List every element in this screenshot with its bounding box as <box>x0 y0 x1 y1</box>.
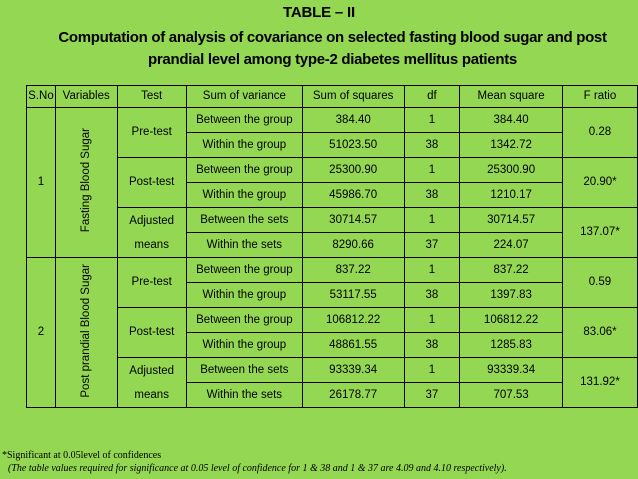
source-cell: Within the group <box>185 182 303 208</box>
table-row: Within the sets 26178.77 37 707.53 <box>27 382 638 408</box>
ss-cell: 53117.55 <box>301 282 405 308</box>
ms-cell: 837.22 <box>459 257 563 283</box>
table-row: Within the group 45986.70 38 1210.17 <box>27 182 638 208</box>
ms-cell: 25300.90 <box>459 157 563 183</box>
df-cell: 1 <box>403 357 461 383</box>
header-sum-of-variance: Sum of variance <box>185 85 303 108</box>
table-subtitle: Computation of analysis of covariance on… <box>58 29 607 68</box>
ms-cell: 93339.34 <box>459 357 563 383</box>
df-cell: 1 <box>403 307 461 333</box>
sno-cell: 2 <box>26 257 56 408</box>
test-cell: Adjusted means <box>116 357 187 408</box>
header-df: df <box>403 85 461 108</box>
header-sno: S.No <box>26 85 56 108</box>
source-cell: Within the group <box>185 332 303 358</box>
ms-cell: 1210.17 <box>459 182 563 208</box>
df-cell: 1 <box>403 207 461 233</box>
header-row: S.No Variables Test Sum of variance Sum … <box>26 85 638 108</box>
test-label-line2: means <box>134 388 169 401</box>
ms-cell: 707.53 <box>459 382 563 408</box>
table-row: 1 Fasting Blood Sugar Pre-test Between t… <box>26 107 638 258</box>
source-cell: Between the sets <box>185 207 303 233</box>
source-cell: Within the sets <box>185 382 303 408</box>
ss-cell: 837.22 <box>301 257 405 283</box>
f-ratio-cell: 0.59 <box>561 257 638 308</box>
df-cell: 38 <box>403 132 461 158</box>
source-cell: Within the sets <box>185 232 303 258</box>
test-cell: Post-test <box>116 307 187 358</box>
df-cell: 1 <box>403 257 461 283</box>
df-cell: 38 <box>403 332 461 358</box>
source-cell: Within the group <box>185 132 303 158</box>
ancova-table: S.No Variables Test Sum of variance Sum … <box>26 85 638 408</box>
test-cell: Pre-test <box>116 107 187 158</box>
variable-label: Fasting Blood Sugar <box>79 128 92 233</box>
source-cell: Between the group <box>185 107 303 133</box>
f-ratio-cell: 83.06* <box>561 307 638 358</box>
df-cell: 1 <box>403 107 461 133</box>
table-row: Adjusted means Between the sets 93339.34… <box>27 357 638 408</box>
header-test: Test <box>116 85 187 108</box>
ss-cell: 106812.22 <box>301 307 405 333</box>
source-cell: Between the group <box>185 307 303 333</box>
test-label-line1: Adjusted <box>129 364 175 377</box>
table-title: TABLE – II <box>283 4 355 21</box>
ms-cell: 1342.72 <box>459 132 563 158</box>
test-cell: Adjusted means <box>116 207 187 258</box>
source-cell: Within the group <box>185 282 303 308</box>
variable-cell: Post prandial Blood Sugar <box>54 257 118 408</box>
ss-cell: 48861.55 <box>301 332 405 358</box>
ms-cell: 30714.57 <box>459 207 563 233</box>
f-ratio-cell: 20.90* <box>561 157 638 208</box>
df-cell: 37 <box>403 232 461 258</box>
table-row: 2 Post prandial Blood Sugar Pre-test Bet… <box>26 257 638 408</box>
ms-cell: 1397.83 <box>459 282 563 308</box>
ss-cell: 26178.77 <box>301 382 405 408</box>
df-cell: 1 <box>403 157 461 183</box>
table-row: Within the sets 8290.66 37 224.07 <box>27 232 638 258</box>
df-cell: 38 <box>403 182 461 208</box>
f-ratio-cell: 0.28 <box>561 107 638 158</box>
ss-cell: 25300.90 <box>301 157 405 183</box>
ms-cell: 224.07 <box>459 232 563 258</box>
test-label-line2: means <box>134 238 169 251</box>
f-ratio-cell: 131.92* <box>561 357 638 408</box>
ss-cell: 30714.57 <box>301 207 405 233</box>
table-row: Adjusted means Between the sets 30714.57… <box>27 207 638 258</box>
ms-cell: 384.40 <box>459 107 563 133</box>
table-values-footnote: (The table values required for significa… <box>8 463 507 474</box>
ss-cell: 93339.34 <box>301 357 405 383</box>
ms-cell: 106812.22 <box>459 307 563 333</box>
df-cell: 38 <box>403 282 461 308</box>
df-cell: 37 <box>403 382 461 408</box>
ms-cell: 1285.83 <box>459 332 563 358</box>
table-row: Within the group 48861.55 38 1285.83 <box>27 332 638 358</box>
table-row: Post-test Between the group 106812.22 1 … <box>27 307 638 358</box>
variable-cell: Fasting Blood Sugar <box>54 107 118 258</box>
source-cell: Between the group <box>185 257 303 283</box>
table-row: Within the group 53117.55 38 1397.83 <box>27 282 638 308</box>
ss-cell: 51023.50 <box>301 132 405 158</box>
test-label-line1: Adjusted <box>129 214 175 227</box>
f-ratio-cell: 137.07* <box>561 207 638 258</box>
ss-cell: 384.40 <box>301 107 405 133</box>
test-cell: Post-test <box>116 157 187 208</box>
table-row: Post-test Between the group 25300.90 1 2… <box>27 157 638 208</box>
source-cell: Between the sets <box>185 357 303 383</box>
ss-cell: 45986.70 <box>301 182 405 208</box>
table-row: Within the group 51023.50 38 1342.72 <box>27 132 638 158</box>
header-variables: Variables <box>54 85 118 108</box>
variable-label: Post prandial Blood Sugar <box>79 263 92 398</box>
sno-cell: 1 <box>26 107 56 258</box>
header-mean-square: Mean square <box>459 85 563 108</box>
ss-cell: 8290.66 <box>301 232 405 258</box>
source-cell: Between the group <box>185 157 303 183</box>
test-cell: Pre-test <box>116 257 187 308</box>
significance-footnote: *Significant at 0.05level of confidences <box>2 450 162 461</box>
header-f-ratio: F ratio <box>561 85 638 108</box>
header-sum-of-squares: Sum of squares <box>301 85 405 108</box>
